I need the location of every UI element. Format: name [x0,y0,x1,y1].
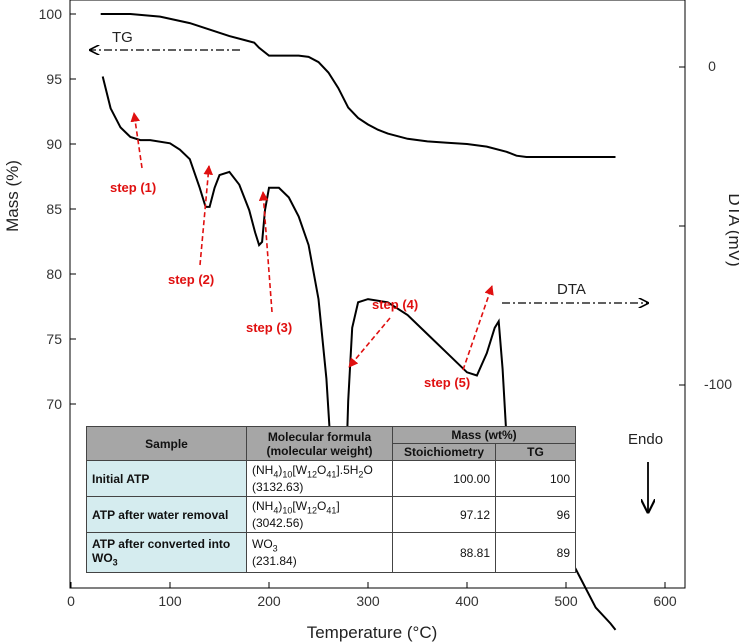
endo-label: Endo [628,431,663,448]
plot-frame [69,0,686,589]
tg-cell: 96 [495,496,576,533]
x-tick-label: 0 [67,593,75,609]
step-4-label: step (4) [372,297,418,312]
y-right-tick-label: 0 [708,58,716,74]
step-1-arrow [130,112,143,169]
x-tick-label: 100 [158,593,182,609]
y-right-axis-title: DTA (mV) [725,193,739,266]
axis-ticks [70,13,685,588]
table-row: Initial ATP (NH4)10[W12O41].5H2O (3132.6… [86,460,576,497]
y-left-axis-title: Mass (%) [3,160,22,232]
x-tick-labels: 0 100 200 300 400 500 600 [67,593,677,609]
dta-series-line [101,76,617,631]
header-formula: Molecular formula (molecular weight) [246,426,393,461]
dta-series-label: DTA [557,281,586,298]
sample-mass-table: Sample Molecular formula (molecular weig… [86,426,576,573]
header-formula-line2: (molecular weight) [266,443,373,458]
y-left-tick-label: 75 [46,331,62,347]
formula-cell: (NH4)10[W12O41] (3042.56) [246,496,393,533]
tg-cell: 89 [495,532,576,573]
table-row: ATP after water removal (NH4)10[W12O41] … [86,496,576,533]
step-1-label: step (1) [110,180,156,195]
x-tick-label: 400 [455,593,479,609]
step-5-arrow [462,285,494,371]
x-tick-label: 300 [356,593,380,609]
sample-cell: Initial ATP [86,460,247,497]
formula-cell: (NH4)10[W12O41].5H2O (3132.63) [246,460,393,497]
y-right-tick-label: -100 [704,376,732,392]
step-2-label: step (2) [168,272,214,287]
x-tick-label: 200 [257,593,281,609]
sample-cell: ATP after water removal [86,496,247,533]
y-left-tick-label: 95 [46,71,62,87]
step-2-arrow [199,165,213,266]
tg-cell: 100 [495,460,576,497]
header-tg: TG [495,443,576,461]
step-annotations: step (1) step (2) step (3) step (4) step… [110,112,494,390]
table-row: ATP after converted into WO3 WO3 (231.84… [86,532,576,573]
y-left-tick-label: 70 [46,396,62,412]
x-axis-title: Temperature (°C) [307,623,438,642]
header-formula-line1: Molecular formula [267,429,372,444]
header-sample: Sample [86,426,247,461]
stoichiometry-cell: 88.81 [392,532,496,573]
stoichiometry-cell: 97.12 [392,496,496,533]
y-left-tick-label: 100 [39,6,63,22]
step-5-label: step (5) [424,375,470,390]
header-mass: Mass (wt%) [392,426,576,444]
y-left-tick-labels: 70 75 80 85 90 95 100 [39,6,63,412]
step-4-arrow [348,317,391,368]
table-header-row: Sample Molecular formula (molecular weig… [86,426,576,461]
tg-series-line [100,13,616,158]
formula-cell: WO3 (231.84) [246,532,393,573]
y-left-tick-label: 85 [46,201,62,217]
stoichiometry-cell: 100.00 [392,460,496,497]
step-3-arrow [258,191,273,313]
y-left-tick-label: 80 [46,266,62,282]
header-stoichiometry: Stoichiometry [392,443,496,461]
x-tick-label: 500 [554,593,578,609]
y-right-tick-labels: 0 -100 [704,58,732,392]
y-left-tick-label: 90 [46,136,62,152]
tg-series-label: TG [112,29,133,46]
x-tick-label: 600 [653,593,677,609]
step-3-label: step (3) [246,320,292,335]
sample-cell: ATP after converted into WO3 [86,532,247,573]
